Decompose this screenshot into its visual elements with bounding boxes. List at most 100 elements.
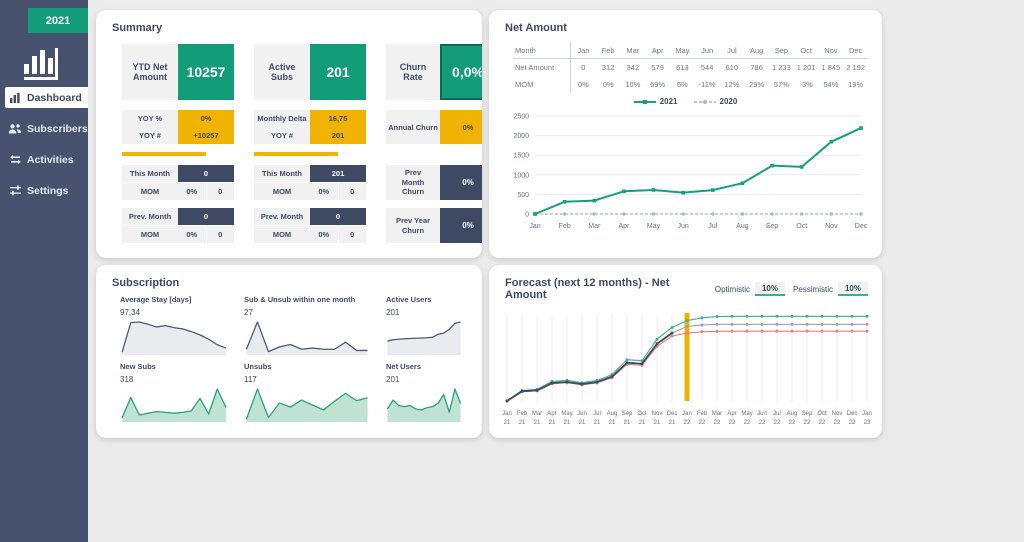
svg-text:22: 22 <box>699 420 706 426</box>
churn-label: Prev Month Churn <box>386 165 440 200</box>
svg-text:Dec: Dec <box>855 223 867 230</box>
forecast-panel: Forecast (next 12 months) - Net Amount O… <box>489 265 882 438</box>
svg-text:1500: 1500 <box>513 153 529 160</box>
yoy-num-row: YOY # +10257 <box>122 127 234 144</box>
table-cell: 579 <box>651 63 664 72</box>
sidebar-item-dashboard[interactable]: Dashboard <box>5 87 88 108</box>
table-cell: Jan <box>571 42 596 59</box>
subscription-panel-title: Subscription <box>112 277 180 289</box>
prev-month-block: Prev. Month 0 MOM 0% 0 <box>254 208 366 243</box>
mini-value: 0 <box>178 165 234 182</box>
svg-text:22: 22 <box>774 420 781 426</box>
sidebar-item-settings[interactable]: Settings <box>5 180 88 201</box>
dashboard-icon <box>8 91 22 105</box>
svg-text:Sep: Sep <box>766 223 779 230</box>
kpi-value-selected-cell[interactable]: 0,0% <box>440 44 482 100</box>
net-amount-panel: Net Amount Month Jan Feb Mar Apr May Jun Jul Aug… <box>489 10 882 258</box>
prev-month-churn-block: Prev Month Churn 0% <box>386 165 482 200</box>
svg-text:Feb: Feb <box>517 411 528 417</box>
mom-pct: 0% <box>310 183 338 200</box>
sparkline-active-users <box>386 318 462 355</box>
mom-pct: 0% <box>310 226 338 243</box>
mom-label: MOM <box>122 183 178 200</box>
svg-text:500: 500 <box>517 192 529 199</box>
svg-text:22: 22 <box>789 420 796 426</box>
mom-label: MOM <box>254 183 310 200</box>
mom-num: 0 <box>206 183 234 200</box>
mini-value: 201 <box>310 165 366 182</box>
forecast-panel-title: Forecast (next 12 months) - Net Amount <box>505 277 670 301</box>
svg-text:21: 21 <box>594 420 601 426</box>
svg-text:Jul: Jul <box>708 223 717 230</box>
svg-text:May: May <box>741 411 752 417</box>
svg-text:Dec: Dec <box>847 411 858 417</box>
sparkline-unsubs <box>244 385 370 422</box>
gold-accent-bar <box>254 152 338 156</box>
spark-title: New Subs <box>120 362 156 371</box>
subscription-grid: Average Stay [days] 97,34 Sub & Unsub wi… <box>96 289 482 423</box>
svg-text:May: May <box>561 411 572 417</box>
table-cell: 57% <box>773 80 789 89</box>
svg-text:0: 0 <box>525 212 529 219</box>
forecast-header: Forecast (next 12 months) - Net Amount O… <box>489 265 882 301</box>
spark-title: Net Users <box>386 362 422 371</box>
year-filter-badge[interactable]: 2021 <box>28 8 88 33</box>
table-cell: Oct <box>793 42 819 59</box>
sidebar-item-label: Activities <box>27 153 74 166</box>
kpi-active-subs: Active Subs 201 <box>254 44 366 100</box>
yoy-num-row: YOY # 201 <box>254 127 366 144</box>
svg-text:Jan: Jan <box>682 411 692 417</box>
spark-value: 201 <box>386 375 400 384</box>
svg-text:Oct: Oct <box>796 223 807 230</box>
mom-num: 0 <box>338 183 366 200</box>
svg-text:22: 22 <box>744 420 751 426</box>
svg-text:Oct: Oct <box>637 411 647 417</box>
optimistic-input[interactable]: 10% <box>754 282 785 296</box>
spark-card-average-stay: Average Stay [days] 97,34 <box>120 295 228 356</box>
sidebar-item-subscribers[interactable]: Subscribers <box>5 118 88 139</box>
forecast-line-chart: Jan 21 Feb 21 Mar 21 Apr 21 May 21 Jun 21 Jul 21 Aug 21… <box>502 313 872 426</box>
sparkline-sub-unsub <box>244 318 370 355</box>
svg-text:21: 21 <box>564 420 571 426</box>
mini-label: Prev. Month <box>122 208 178 225</box>
sidebar-item-label: Dashboard <box>27 91 82 104</box>
svg-text:Aug: Aug <box>607 411 618 417</box>
svg-text:Nov: Nov <box>825 223 838 230</box>
svg-text:Sep: Sep <box>622 411 633 417</box>
net-amount-legend: 2021 2020 <box>489 97 882 106</box>
svg-text:May: May <box>647 223 661 230</box>
sliders-icon <box>8 184 22 198</box>
svg-text:Jun: Jun <box>577 411 587 417</box>
svg-text:22: 22 <box>819 420 826 426</box>
sparkline-net-users <box>386 385 462 422</box>
table-cell: 613 <box>676 63 689 72</box>
table-cell: 6% <box>676 80 688 89</box>
mini-label: Prev. Month <box>254 208 310 225</box>
sidebar-item-activities[interactable]: Activities <box>5 149 88 170</box>
svg-text:22: 22 <box>759 420 766 426</box>
spark-card-net-users: Net Users 201 <box>386 362 462 423</box>
spark-value: 97,34 <box>120 308 141 317</box>
row-label: YOY # <box>254 127 310 144</box>
svg-text:21: 21 <box>579 420 586 426</box>
summary-panel-title: Summary <box>112 22 163 34</box>
table-cell: Nov <box>818 42 844 59</box>
legend-item-2020: 2020 <box>693 97 737 106</box>
table-cell: May <box>670 42 695 59</box>
kpi-ytd-net-amount: YTD Net Amount 10257 <box>122 44 234 100</box>
pessimistic-input[interactable]: 10% <box>838 282 868 296</box>
svg-text:22: 22 <box>684 420 691 426</box>
table-cell: Feb <box>595 42 621 59</box>
mini-value: 0 <box>310 208 366 225</box>
prev-year-churn-block: Prev Year Churn 0% <box>386 208 482 243</box>
svg-text:Jun: Jun <box>678 223 689 230</box>
sparkline-new-subs <box>120 385 228 422</box>
svg-text:21: 21 <box>639 420 646 426</box>
svg-text:Oct: Oct <box>817 411 827 417</box>
spark-title: Unsubs <box>244 362 272 371</box>
spark-card-sub-unsub: Sub & Unsub within one month 27 <box>244 295 370 356</box>
yoy-pct-row: YOY % 0% <box>122 110 234 127</box>
pessimistic-control: Pessimistic 10% <box>793 282 868 296</box>
summary-grid: YTD Net Amount 10257 YOY % 0% YOY # +102… <box>96 34 482 251</box>
